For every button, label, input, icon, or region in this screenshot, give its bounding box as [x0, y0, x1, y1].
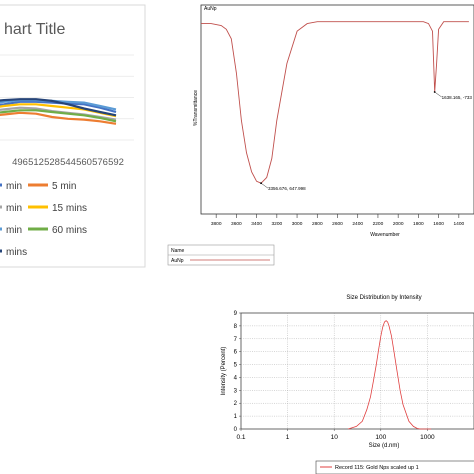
- uv-x-tick-label: 544: [60, 157, 76, 168]
- dls-chart: Size Distribution by Intensity 0 1 2 3 4 5 6 7 8…: [221, 295, 474, 474]
- uv-chart-gridlines: [0, 54, 134, 141]
- uv-legend-label: 5 min: [52, 181, 76, 192]
- uv-series-line: [0, 98, 117, 117]
- ftir-sample-label: AuNp: [204, 6, 217, 12]
- ftir-x-tick-label: 2800: [312, 221, 323, 227]
- dls-y-tick-label: 9: [234, 311, 238, 317]
- dls-y-tick-label: 3: [234, 388, 238, 394]
- ftir-peak-annotations: 3356.676, 647.998 1638.165, -733: [260, 91, 472, 191]
- dls-x-tick-label: 10: [331, 434, 339, 441]
- uv-chart-title: hart Title: [4, 21, 65, 38]
- ftir-x-tick-label: 2400: [352, 221, 363, 227]
- ftir-x-axis-label: Wavenumber: [370, 232, 400, 238]
- dls-x-ticks: 0.1 1 10 100 1000: [236, 429, 435, 441]
- uv-legend-label: min: [6, 203, 22, 214]
- uv-chart-series: [0, 98, 117, 125]
- ftir-peak-leader: [260, 183, 269, 189]
- dls-x-tick-label: 0.1: [236, 434, 245, 441]
- dls-x-tick-label: 100: [375, 434, 386, 441]
- dls-x-tick-label: 1: [286, 434, 290, 441]
- dls-x-axis-label: Size (d.nm): [369, 443, 400, 449]
- dls-y-tick-label: 7: [234, 337, 238, 343]
- ftir-x-tick-label: 3800: [211, 221, 222, 227]
- dls-chart-title: Size Distribution by Intensity: [346, 295, 421, 301]
- ftir-x-tick-label: 1600: [433, 221, 444, 227]
- uv-series-line: [0, 100, 117, 114]
- dls-y-tick-label: 5: [234, 363, 238, 369]
- ftir-peak-label: 3356.676, 647.998: [268, 186, 306, 191]
- uv-legend-label: min: [6, 181, 22, 192]
- uv-x-tick-label: 528: [44, 157, 60, 168]
- ftir-x-tick-label: 2000: [393, 221, 404, 227]
- dls-y-tick-label: 1: [234, 414, 238, 420]
- dls-y-tick-label: 8: [234, 324, 238, 330]
- uv-legend-label: 15 mins: [52, 203, 87, 214]
- ftir-plot-frame: [200, 4, 474, 215]
- dls-series: [348, 320, 432, 430]
- uv-chart-x-ticks: 464496512528544560576592: [12, 157, 124, 168]
- ftir-series: [201, 21, 469, 184]
- uv-legend-label: 60 mins: [52, 225, 87, 236]
- ftir-spectrum-line: [201, 21, 469, 184]
- uv-series-line: [0, 109, 117, 123]
- dls-y-tick-label: 6: [234, 350, 238, 356]
- ftir-legend-header: Name: [171, 248, 185, 254]
- dls-y-tick-label: 4: [234, 375, 238, 381]
- ftir-legend-entry: AuNp: [171, 258, 184, 264]
- uv-x-tick-label: 592: [108, 157, 124, 168]
- ftir-chart: AuNp %Transmittance Wavenumber 3800 3600 3…: [167, 4, 474, 266]
- ftir-legend: Name AuNp: [167, 244, 275, 266]
- uv-x-tick-label: 512: [28, 157, 44, 168]
- uv-chart-legend: min 5 min min 15 mins min 60 mins mins: [0, 181, 87, 258]
- ftir-x-tick-label: 2600: [332, 221, 343, 227]
- uv-chart-frame: [0, 4, 146, 268]
- dls-y-tick-label: 2: [234, 401, 238, 407]
- ftir-x-tick-label: 3600: [231, 221, 242, 227]
- ftir-peak-label: 1638.165, -733: [442, 95, 473, 100]
- dls-legend-box: [315, 460, 474, 474]
- dls-x-tick-label: 1000: [420, 434, 435, 441]
- ftir-x-ticks: 3800 3600 3400 3200 3000 2800 2600 2400 2200 2000…: [211, 214, 465, 227]
- ftir-peak-leader: [434, 91, 442, 98]
- uv-vis-chart: hart Title 464496512528544560576592 min 5…: [0, 4, 146, 268]
- ftir-y-axis-label: %Transmittance: [193, 90, 199, 126]
- dls-legend-label: Record 115: Gold Nps scaled up 1: [335, 465, 419, 471]
- dls-y-tick-label: 0: [234, 427, 238, 433]
- dls-y-axis-label: Intensity (Percent): [221, 347, 227, 396]
- uv-series-line: [0, 111, 117, 125]
- uv-legend-label: min: [6, 225, 22, 236]
- dls-y-ticks: 0 1 2 3 4 5 6 7 8 9: [234, 311, 241, 433]
- uv-legend-label: mins: [6, 247, 27, 258]
- ftir-x-tick-label: 3000: [292, 221, 303, 227]
- uv-x-tick-label: 576: [92, 157, 108, 168]
- ftir-x-tick-label: 3200: [271, 221, 282, 227]
- dls-gridlines: [241, 313, 474, 429]
- dls-distribution-line: [348, 320, 432, 430]
- uv-x-tick-label: 496: [12, 157, 28, 168]
- dls-plot-frame: [240, 312, 474, 430]
- ftir-x-tick-label: 1400: [453, 221, 464, 227]
- ftir-x-tick-label: 3400: [251, 221, 262, 227]
- ftir-x-tick-label: 1800: [413, 221, 424, 227]
- uv-x-tick-label: 560: [76, 157, 92, 168]
- ftir-x-tick-label: 2200: [373, 221, 384, 227]
- dls-legend: Record 115: Gold Nps scaled up 1: [315, 460, 474, 474]
